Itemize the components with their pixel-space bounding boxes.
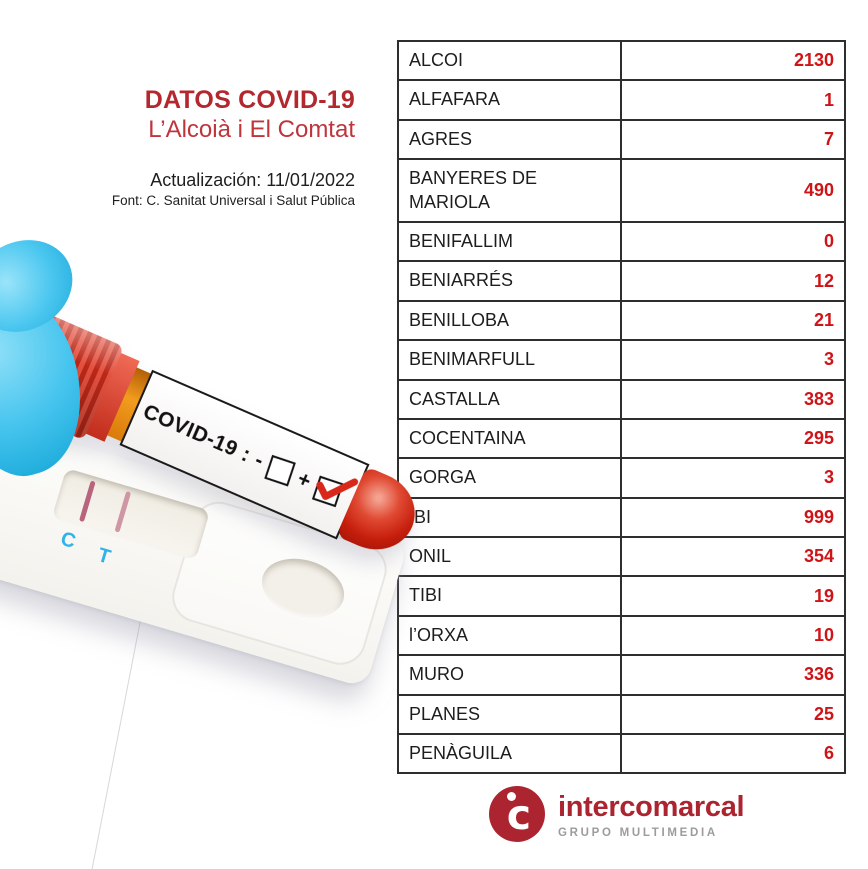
negative-sign: -	[251, 448, 268, 473]
table-row: IBI 999	[399, 496, 844, 537]
municipality-name: l’ORXA	[399, 616, 622, 655]
negative-checkbox	[264, 454, 297, 487]
municipality-name: MURO	[399, 656, 622, 694]
table-row: l’ORXA 10	[399, 614, 844, 655]
logo-monogram: c	[506, 791, 532, 840]
footer-logo: c intercomarcal GRUPO MULTIMEDIA	[489, 786, 745, 842]
case-count: 2130	[793, 50, 834, 71]
case-count: 10	[813, 625, 834, 646]
municipality-name: BENIMARFULL	[399, 341, 622, 379]
case-count: 3	[823, 467, 834, 488]
table-row: COCENTAINA 295	[399, 417, 844, 458]
table-row: GORGA 3	[399, 457, 844, 497]
table-row: BENIARRÉS 12	[399, 260, 844, 300]
case-count: 295	[803, 428, 834, 449]
data-source: Font: C. Sanitat Universal i Salut Públi…	[111, 193, 355, 209]
tube-label: COVID-19 : - +	[119, 369, 370, 540]
test-tube: COVID-19 : - +	[0, 296, 428, 571]
table-row: BANYERES DE MARIOLA 490	[399, 158, 844, 221]
municipality-name: CASTALLA	[399, 380, 622, 418]
test-line	[114, 490, 132, 533]
case-count: 12	[813, 270, 834, 291]
municipality-name: ONIL	[399, 538, 622, 576]
brand-name: intercomarcal	[558, 791, 745, 823]
test-letter: T	[95, 544, 113, 569]
municipality-name: AGRES	[399, 120, 622, 159]
municipality-name: ALFAFARA	[399, 81, 622, 119]
page-title: DATOS COVID-19	[144, 86, 355, 114]
table-row: ALFAFARA 1	[399, 79, 844, 119]
updated-date: Actualización: 11/01/2022	[150, 169, 355, 190]
municipality-name: BANYERES DE MARIOLA	[399, 160, 622, 221]
municipality-name: BENILLOBA	[399, 301, 622, 340]
red-check-icon	[316, 477, 359, 500]
case-count: 354	[803, 546, 834, 567]
case-count: 0	[823, 231, 834, 252]
cases-table: ALCOI 2130 ALFAFARA 1 AGRES 7 BANYERES D…	[397, 40, 846, 775]
table-row: BENILLOBA 21	[399, 299, 844, 340]
municipality-name: GORGA	[399, 459, 622, 497]
covid-test-photo: C T COVID-19 : - +	[0, 222, 428, 869]
municipality-name: BENIARRÉS	[399, 262, 622, 300]
case-count: 3	[823, 349, 834, 370]
table-row: BENIMARFULL 3	[399, 339, 844, 379]
control-line	[78, 480, 96, 523]
tube-label-text: COVID-19 :	[139, 399, 255, 467]
municipality-name: BENIFALLIM	[399, 222, 622, 261]
table-row: BENIFALLIM 0	[399, 220, 844, 261]
logo-text-block: intercomarcal GRUPO MULTIMEDIA	[558, 786, 745, 840]
table-row: AGRES 7	[399, 118, 844, 159]
case-count: 336	[803, 664, 834, 685]
municipality-name: IBI	[399, 498, 622, 537]
case-count: 1	[823, 89, 834, 110]
table-row: PENÀGUILA 6	[399, 733, 844, 773]
table-row: CASTALLA 383	[399, 378, 844, 418]
header: DATOS COVID-19 L’Alcoià i El Comtat Actu…	[25, 86, 355, 208]
case-count: 19	[813, 585, 834, 606]
case-count: 999	[803, 506, 834, 527]
table-row: ALCOI 2130	[399, 42, 844, 80]
intercomarcal-logo-icon: c	[489, 786, 545, 842]
municipality-name: COCENTAINA	[399, 419, 622, 458]
municipality-name: ALCOI	[399, 42, 622, 80]
page-subtitle: L’Alcoià i El Comtat	[148, 115, 355, 143]
table-row: TIBI 19	[399, 575, 844, 615]
case-count: 383	[803, 388, 834, 409]
case-count: 25	[813, 703, 834, 724]
table-row: MURO 336	[399, 654, 844, 694]
positive-checkbox	[312, 475, 359, 507]
logo-monogram-dot	[507, 792, 516, 801]
municipality-name: TIBI	[399, 577, 622, 615]
case-count: 7	[823, 128, 834, 149]
positive-sign: +	[293, 467, 315, 494]
brand-tagline: GRUPO MULTIMEDIA	[558, 827, 718, 839]
table-row: ONIL 354	[399, 536, 844, 576]
municipality-name: PLANES	[399, 695, 622, 734]
table-row: PLANES 25	[399, 693, 844, 734]
case-count: 490	[803, 180, 834, 201]
control-letter: C	[58, 527, 79, 554]
case-count: 21	[813, 309, 834, 330]
case-count: 6	[823, 743, 834, 764]
municipality-name: PENÀGUILA	[399, 735, 622, 773]
